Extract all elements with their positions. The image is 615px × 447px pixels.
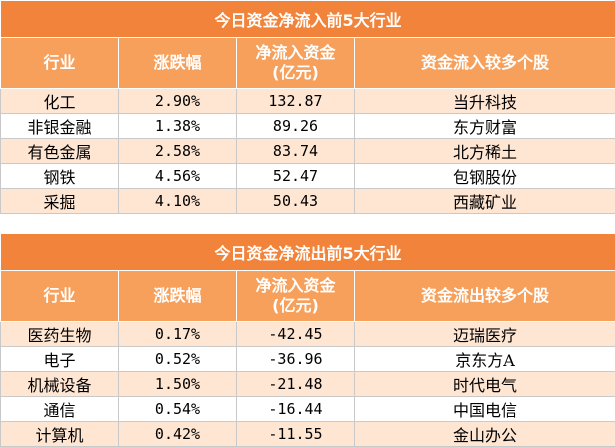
table-row: 计算机 0.42% -11.55 金山办公 <box>1 422 615 447</box>
stock-cell: 西藏矿业 <box>355 189 615 214</box>
header-top-stocks: 资金流出较多个股 <box>355 271 615 322</box>
industry-cell: 计算机 <box>1 422 119 447</box>
industry-cell: 医药生物 <box>1 322 119 347</box>
inflow-table-title: 今日资金净流入前5大行业 <box>1 1 615 38</box>
header-net-inflow: 净流入资金 (亿元) <box>237 38 355 89</box>
header-change: 涨跌幅 <box>119 38 237 89</box>
change-cell: 1.38% <box>119 114 237 139</box>
table-row: 钢铁 4.56% 52.47 包钢股份 <box>1 164 615 189</box>
outflow-table: 今日资金净流出前5大行业 行业 涨跌幅 净流入资金 (亿元) 资金流出较多个股 … <box>0 233 615 447</box>
change-cell: 2.90% <box>119 89 237 114</box>
header-net-inflow: 净流入资金 (亿元) <box>237 271 355 322</box>
amount-cell: 83.74 <box>237 139 355 164</box>
header-industry: 行业 <box>1 271 119 322</box>
amount-cell: -16.44 <box>237 397 355 422</box>
table-row: 有色金属 2.58% 83.74 北方稀土 <box>1 139 615 164</box>
change-cell: 2.58% <box>119 139 237 164</box>
industry-cell: 通信 <box>1 397 119 422</box>
outflow-table-title: 今日资金净流出前5大行业 <box>1 234 615 271</box>
outflow-header-row: 行业 涨跌幅 净流入资金 (亿元) 资金流出较多个股 <box>1 271 615 322</box>
stock-cell: 京东方A <box>355 347 615 372</box>
change-cell: 4.56% <box>119 164 237 189</box>
change-cell: 4.10% <box>119 189 237 214</box>
header-industry: 行业 <box>1 38 119 89</box>
table-row: 采掘 4.10% 50.43 西藏矿业 <box>1 189 615 214</box>
inflow-header-row: 行业 涨跌幅 净流入资金 (亿元) 资金流入较多个股 <box>1 38 615 89</box>
header-top-stocks: 资金流入较多个股 <box>355 38 615 89</box>
stock-cell: 当升科技 <box>355 89 615 114</box>
table-row: 通信 0.54% -16.44 中国电信 <box>1 397 615 422</box>
change-cell: 0.54% <box>119 397 237 422</box>
table-separator <box>0 221 615 233</box>
stock-cell: 迈瑞医疗 <box>355 322 615 347</box>
amount-cell: 89.26 <box>237 114 355 139</box>
industry-cell: 钢铁 <box>1 164 119 189</box>
stock-cell: 金山办公 <box>355 422 615 447</box>
stock-cell: 包钢股份 <box>355 164 615 189</box>
stock-cell: 时代电气 <box>355 372 615 397</box>
amount-cell: 52.47 <box>237 164 355 189</box>
industry-cell: 采掘 <box>1 189 119 214</box>
amount-cell: 50.43 <box>237 189 355 214</box>
table-row: 非银金融 1.38% 89.26 东方财富 <box>1 114 615 139</box>
table-row: 化工 2.90% 132.87 当升科技 <box>1 89 615 114</box>
stock-cell: 东方财富 <box>355 114 615 139</box>
table-row: 电子 0.52% -36.96 京东方A <box>1 347 615 372</box>
change-cell: 0.42% <box>119 422 237 447</box>
change-cell: 1.50% <box>119 372 237 397</box>
table-row: 医药生物 0.17% -42.45 迈瑞医疗 <box>1 322 615 347</box>
inflow-table: 今日资金净流入前5大行业 行业 涨跌幅 净流入资金 (亿元) 资金流入较多个股 … <box>0 0 615 214</box>
table-row: 机械设备 1.50% -21.48 时代电气 <box>1 372 615 397</box>
amount-cell: -11.55 <box>237 422 355 447</box>
stock-cell: 北方稀土 <box>355 139 615 164</box>
change-cell: 0.52% <box>119 347 237 372</box>
industry-cell: 电子 <box>1 347 119 372</box>
amount-cell: 132.87 <box>237 89 355 114</box>
header-change: 涨跌幅 <box>119 271 237 322</box>
industry-cell: 机械设备 <box>1 372 119 397</box>
change-cell: 0.17% <box>119 322 237 347</box>
amount-cell: -21.48 <box>237 372 355 397</box>
stock-cell: 中国电信 <box>355 397 615 422</box>
amount-cell: -42.45 <box>237 322 355 347</box>
amount-cell: -36.96 <box>237 347 355 372</box>
industry-cell: 化工 <box>1 89 119 114</box>
industry-cell: 非银金融 <box>1 114 119 139</box>
industry-cell: 有色金属 <box>1 139 119 164</box>
